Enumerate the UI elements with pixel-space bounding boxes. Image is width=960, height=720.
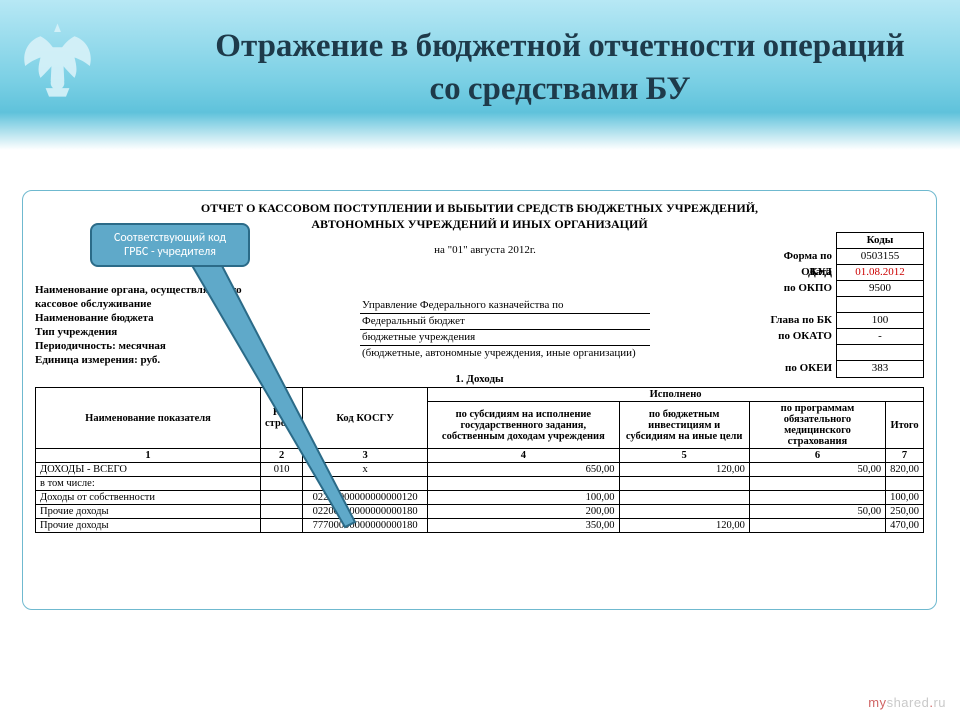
table-row: ДОХОДЫ - ВСЕГО010х650,00120,0050,00820,0…	[36, 463, 924, 477]
th-c5: по бюджетным инвестициям и субсидиям на …	[619, 402, 749, 449]
cell-c6	[749, 491, 885, 505]
table-row: Прочие доходы 77700000000000000180350,001…	[36, 519, 924, 533]
th-c7: Итого	[886, 402, 924, 449]
codes-header: Коды	[837, 233, 923, 249]
th-name: Наименование показателя	[36, 388, 261, 449]
numrow-3: 3	[303, 449, 428, 463]
mid-org: Управление Федерального казначейства по	[360, 298, 650, 314]
cell-c7: 470,00	[886, 519, 924, 533]
code-blank2	[837, 345, 923, 361]
table-row: в том числе:	[36, 477, 924, 491]
lbl-okato: по ОКАТО	[752, 328, 832, 344]
code-okato: -	[837, 329, 923, 345]
label-unit: Единица измерения: руб.	[35, 354, 160, 366]
cell-c7: 250,00	[886, 505, 924, 519]
th-c4: по субсидиям на исполнение государственн…	[428, 402, 619, 449]
code-okud: 0503155	[837, 249, 923, 265]
slide-title: Отражение в бюджетной отчетности операци…	[200, 25, 920, 111]
label-budget: Наименование бюджета	[35, 312, 154, 324]
numrow-4: 4	[428, 449, 619, 463]
numrow-6: 6	[749, 449, 885, 463]
watermark-ru: ru	[933, 695, 946, 710]
cell-name: Прочие доходы	[36, 505, 261, 519]
cell-c5	[619, 491, 749, 505]
numrow-5: 5	[619, 449, 749, 463]
meta-left-labels: Наименование органа, осуществляющего кас…	[35, 282, 375, 368]
cell-code	[261, 491, 303, 505]
mid-paren: (бюджетные, автономные учреждения, иные …	[360, 346, 650, 362]
mid-type: бюджетные учреждения	[360, 330, 650, 346]
cell-c5: 120,00	[619, 463, 749, 477]
table-row: Прочие доходы 02200000000000000180200,00 5…	[36, 505, 924, 519]
cell-c6	[749, 519, 885, 533]
lbl-okpo: по ОКПО	[752, 280, 832, 296]
cell-c4: 350,00	[428, 519, 619, 533]
doc-title-line1: ОТЧЕТ О КАССОВОМ ПОСТУПЛЕНИИ И ВЫБЫТИИ С…	[201, 201, 758, 215]
cell-c5	[619, 505, 749, 519]
cell-c7: 100,00	[886, 491, 924, 505]
header-band: Отражение в бюджетной отчетности операци…	[0, 0, 960, 150]
cell-name: в том числе:	[36, 477, 261, 491]
label-org: Наименование органа, осуществляющего	[35, 284, 242, 296]
th-exec: Исполнено	[428, 388, 924, 402]
cell-c4	[428, 477, 619, 491]
cell-c4: 650,00	[428, 463, 619, 477]
lbl-glava: Глава по БК	[752, 312, 832, 328]
callout-text1: Соответствующий код	[114, 231, 226, 245]
code-okei: 383	[837, 361, 923, 377]
cell-code	[261, 477, 303, 491]
cell-c7	[886, 477, 924, 491]
th-c6: по программам обязательного медицинского…	[749, 402, 885, 449]
cell-kosgu	[303, 477, 428, 491]
code-date: 01.08.2012	[837, 265, 923, 281]
numrow-7: 7	[886, 449, 924, 463]
cell-c6	[749, 477, 885, 491]
lbl-date: Дата	[752, 264, 832, 280]
doc-date-line: на "01" августа 2012г.	[335, 244, 635, 256]
cell-name: Прочие доходы	[36, 519, 261, 533]
watermark-my: my	[868, 695, 886, 710]
cell-c7: 820,00	[886, 463, 924, 477]
watermark-shared: shared	[887, 695, 930, 710]
table-row: Доходы от собственности 02200000000000000…	[36, 491, 924, 505]
codes-box: Коды 0503155 01.08.2012 9500 100 - 383	[836, 232, 924, 378]
cell-c5	[619, 477, 749, 491]
grbs-callout: Соответствующий код ГРБС - учредителя	[90, 223, 250, 267]
code-glava: 100	[837, 313, 923, 329]
callout-text2: ГРБС - учредителя	[124, 245, 216, 259]
cell-code	[261, 505, 303, 519]
label-type: Тип учреждения	[35, 326, 117, 338]
cell-code: 010	[261, 463, 303, 477]
cell-kosgu: 02200000000000000120	[303, 491, 428, 505]
cell-kosgu: 02200000000000000180	[303, 505, 428, 519]
th-code: Код строки	[261, 388, 303, 449]
code-blank	[837, 297, 923, 313]
label-org2: кассовое обслуживание	[35, 298, 151, 310]
watermark: myshared.ru	[868, 695, 946, 710]
lbl-okei: по ОКЕИ	[752, 360, 832, 376]
lbl-form: Форма по ОКУД	[752, 248, 832, 264]
cell-c5: 120,00	[619, 519, 749, 533]
cell-code	[261, 519, 303, 533]
meta-right-labels: Форма по ОКУД Дата по ОКПО Глава по БК п…	[752, 232, 832, 376]
label-period: Периодичность: месячная	[35, 340, 166, 352]
cell-c6: 50,00	[749, 505, 885, 519]
cell-kosgu: 77700000000000000180	[303, 519, 428, 533]
numrow-2: 2	[261, 449, 303, 463]
th-kosgu: Код КОСГУ	[303, 388, 428, 449]
cell-name: Доходы от собственности	[36, 491, 261, 505]
cell-kosgu: х	[303, 463, 428, 477]
eagle-emblem-icon	[15, 15, 100, 100]
cell-c4: 100,00	[428, 491, 619, 505]
cell-c6: 50,00	[749, 463, 885, 477]
numrow-1: 1	[36, 449, 261, 463]
doc-title-line2: АВТОНОМНЫХ УЧРЕЖДЕНИЙ И ИНЫХ ОРГАНИЗАЦИЙ	[311, 217, 647, 231]
cell-name: ДОХОДЫ - ВСЕГО	[36, 463, 261, 477]
mid-budget: Федеральный бюджет	[360, 314, 650, 330]
cell-c4: 200,00	[428, 505, 619, 519]
meta-mid-values: Управление Федерального казначейства по …	[360, 282, 650, 362]
income-table: Наименование показателя Код строки Код К…	[35, 387, 924, 533]
code-okpo: 9500	[837, 281, 923, 297]
